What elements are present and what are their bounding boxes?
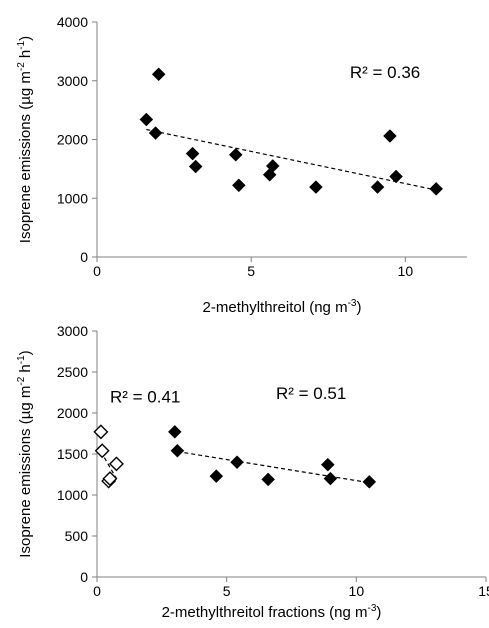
x-tick-label: 10: [349, 583, 365, 599]
y-tick-label: 0: [80, 249, 88, 265]
scatter-plot-bottom: 0 500 1000 1500 2000 2500 3000 0 5 10 15 2-methylth…: [16, 323, 489, 621]
y-tick-label: 3000: [57, 323, 88, 339]
data-point-filled: [389, 169, 403, 184]
r-squared-label: R² = 0.51: [276, 384, 346, 403]
data-point-filled: [151, 67, 166, 82]
y-tick-label: 4000: [57, 14, 88, 30]
data-point-filled: [261, 472, 276, 487]
y-tick-label: 2500: [57, 364, 88, 380]
trendline: [100, 451, 117, 479]
y-tick-label: 2000: [57, 405, 88, 421]
data-point-filled: [188, 159, 203, 174]
data-point-filled: [148, 126, 163, 140]
x-tick-label: 5: [223, 583, 231, 599]
data-point-open: [94, 443, 110, 459]
data-point-filled: [320, 457, 335, 472]
data-point-filled: [265, 159, 280, 173]
data-point-filled: [429, 181, 444, 196]
data-point-filled: [185, 146, 200, 161]
x-tick-label: 10: [398, 263, 414, 279]
y-tick-label: 1000: [57, 190, 88, 206]
y-tick-label: 0: [80, 569, 88, 585]
data-point-filled: [228, 147, 243, 162]
x-tick-label: 15: [478, 583, 489, 599]
data-point-filled: [170, 443, 185, 458]
data-point-filled: [209, 469, 224, 483]
y-axis-title: Isoprene emissions (µg m-2 h-1): [16, 36, 34, 243]
data-point-filled: [309, 180, 323, 194]
y-tick-label: 1000: [57, 487, 88, 503]
y-axis-title: Isoprene emissions (µg m-2 h-1): [16, 350, 34, 557]
data-point-filled: [139, 112, 154, 127]
scatter-plot-top: 0 1000 2000 3000 4000 0 5 10 2-methylthreitol (n…: [16, 14, 467, 316]
data-point-filled: [167, 425, 182, 439]
x-tick-label: 0: [93, 583, 101, 599]
y-tick-label: 1500: [57, 446, 88, 462]
x-tick-label: 0: [93, 263, 101, 279]
x-axis-title: 2-methylthreitol fractions (ng m-3): [162, 603, 382, 621]
trendline: [177, 450, 370, 484]
y-tick-label: 3000: [57, 73, 88, 89]
data-point-filled: [230, 455, 244, 470]
data-point-open: [93, 424, 109, 440]
data-point-filled: [231, 178, 246, 193]
x-axis-title: 2-methylthreitol (ng m-3): [203, 298, 362, 316]
data-point-open: [108, 456, 124, 472]
r-squared-label: R² = 0.41: [110, 387, 180, 406]
data-point-filled: [370, 180, 385, 194]
data-point-open: [102, 471, 118, 487]
data-point-filled: [323, 471, 338, 486]
data-point-filled: [362, 475, 377, 489]
data-point-filled: [383, 129, 397, 143]
r-squared-label: R² = 0.36: [350, 63, 420, 82]
y-tick-label: 500: [65, 528, 89, 544]
y-tick-label: 2000: [57, 132, 88, 148]
trendline: [146, 128, 437, 191]
x-tick-label: 5: [247, 263, 255, 279]
